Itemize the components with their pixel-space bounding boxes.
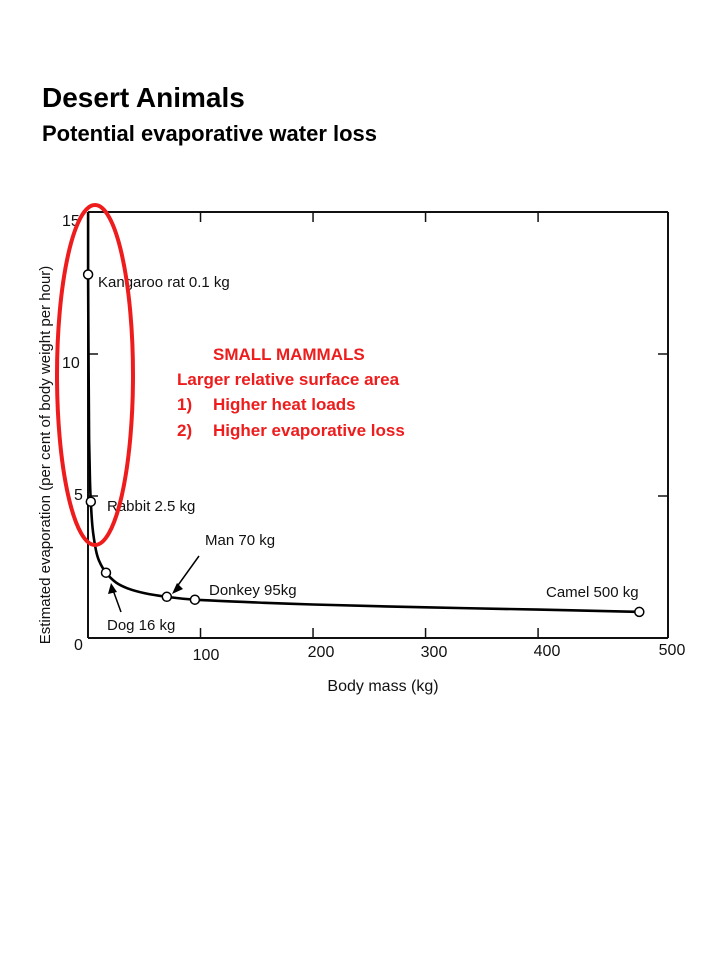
x-tick-label-500: 500 <box>659 642 686 659</box>
kangaroo-rat-label: Kangaroo rat 0.1 kg <box>98 274 230 291</box>
x-tick-label-200: 200 <box>308 644 335 661</box>
dog-label: Dog 16 kg <box>107 617 175 634</box>
donkey-point <box>189 594 201 605</box>
dog-pointer-arrow <box>108 583 122 613</box>
x-tick-label-300: 300 <box>421 644 448 661</box>
small-mammals-highlight-ellipse <box>55 203 135 547</box>
x-axis-title: Body mass (kg) <box>327 678 438 695</box>
y-axis-title: Estimated evaporation (per cent of body … <box>37 266 54 645</box>
camel-point <box>634 606 645 618</box>
rabbit-label: Rabbit 2.5 kg <box>107 498 195 515</box>
y-tick-label-10: 10 <box>62 355 80 372</box>
note-item-2-text: Higher evaporative loss <box>213 421 405 440</box>
y-tick-label-0: 0 <box>74 637 83 654</box>
man-pointer-arrow <box>172 555 200 594</box>
note-item-1-number: 1) <box>177 395 192 414</box>
kangaroo-rat-point <box>82 269 94 280</box>
dog-point <box>100 567 112 578</box>
man-point <box>161 591 173 603</box>
y-tick-label-5: 5 <box>74 487 83 504</box>
x-tick-label-100: 100 <box>193 647 220 664</box>
donkey-label: Donkey 95kg <box>209 582 297 599</box>
man-label: Man 70 kg <box>205 532 275 549</box>
small-mammals-note: SMALL MAMMALS Larger relative surface ar… <box>177 345 405 440</box>
rabbit-point <box>85 496 97 507</box>
slide-title: Desert Animals <box>42 82 245 113</box>
note-item-1-text: Higher heat loads <box>213 395 356 414</box>
note-line: Larger relative surface area <box>177 370 400 389</box>
note-item-2-number: 2) <box>177 421 192 440</box>
camel-label: Camel 500 kg <box>546 584 639 601</box>
note-heading: SMALL MAMMALS <box>213 345 365 364</box>
x-tick-label-400: 400 <box>534 643 561 660</box>
slide-subtitle: Potential evaporative water loss <box>42 121 378 146</box>
evaporation-curve <box>86 211 640 614</box>
